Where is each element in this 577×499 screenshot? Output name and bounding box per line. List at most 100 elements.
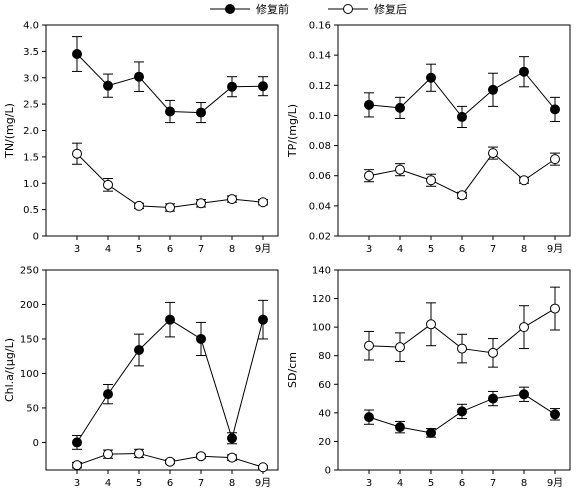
x-tick-label: 8: [229, 244, 235, 255]
legend-label-after: 修复后: [374, 2, 407, 16]
x-tick-label: 9月: [255, 477, 271, 489]
y-tick-label: 140: [312, 266, 331, 277]
y-tick-label: 200: [20, 300, 39, 311]
x-tick-label: 5: [428, 478, 434, 489]
y-tick-label: 2.5: [23, 100, 39, 111]
y-tick-label: 60: [318, 380, 331, 391]
x-tick-label: 4: [397, 244, 403, 255]
x-tick-label: 3: [74, 478, 80, 489]
y-tick-label: 0.16: [309, 21, 331, 32]
data-point-after: [519, 175, 529, 186]
data-point-after: [165, 202, 175, 213]
plot-frame: [337, 24, 571, 237]
data-point-before: [364, 99, 374, 110]
data-point-before: [72, 437, 82, 448]
data-point-before: [488, 393, 498, 404]
data-point-before: [426, 72, 436, 83]
data-point-before: [395, 102, 405, 113]
x-tick-label: 6: [459, 244, 465, 255]
legend-entry-before: 修复前: [210, 2, 289, 16]
y-tick-label: 0.14: [309, 51, 331, 62]
legend-marker-after: [343, 4, 353, 14]
data-point-before: [426, 427, 436, 438]
x-tick-label: 8: [521, 478, 527, 489]
y-axis-title: SD/cm: [286, 352, 299, 388]
data-point-after: [519, 322, 529, 333]
x-tick-label: 9月: [255, 243, 271, 255]
y-tick-label: 0.10: [309, 111, 331, 122]
data-point-after: [258, 462, 268, 473]
data-point-after: [457, 190, 467, 201]
x-tick-label: 4: [105, 478, 111, 489]
x-tick-label: 7: [198, 244, 204, 255]
data-point-after: [364, 340, 374, 351]
data-point-before: [196, 107, 206, 118]
y-tick-label: 250: [20, 266, 39, 277]
data-point-before: [103, 389, 113, 400]
panel-tp: 0.02 0.04 0.06 0.08 0.10 0.12 0.14 0.16 3 4 5 6 7 8 9月…: [286, 21, 571, 255]
panel-chla: 0 50 100 150 200 250 3 4 5 6 7 8 9月 Chl.a/(μg/L): [3, 266, 279, 489]
data-point-after: [134, 200, 144, 211]
data-point-after: [426, 319, 436, 330]
data-point-before: [134, 71, 144, 82]
x-tick-label: 6: [167, 244, 173, 255]
y-tick-label: 0.04: [309, 201, 331, 212]
y-tick-label: 0.08: [309, 141, 331, 152]
y-tick-label: 0: [33, 232, 39, 243]
series-line-after: [368, 152, 556, 196]
x-tick-label: 9月: [547, 243, 563, 255]
x-tick-label: 8: [521, 244, 527, 255]
data-point-before: [488, 84, 498, 95]
data-point-before: [165, 106, 175, 117]
data-point-before: [364, 412, 374, 423]
data-point-after: [488, 148, 498, 159]
data-point-after: [165, 456, 175, 467]
x-tick-label: 6: [167, 478, 173, 489]
data-point-before: [258, 314, 268, 325]
data-point-before: [395, 422, 405, 433]
y-tick-label: 50: [26, 403, 39, 414]
data-point-before: [519, 66, 529, 77]
plot-frame: [337, 269, 571, 471]
data-point-before: [258, 81, 268, 92]
y-tick-label: 1.5: [23, 152, 39, 163]
x-tick-label: 3: [74, 244, 80, 255]
x-tick-label: 7: [490, 244, 496, 255]
data-point-before: [196, 333, 206, 344]
x-tick-label: 6: [459, 478, 465, 489]
data-point-after: [488, 347, 498, 358]
data-point-after: [395, 342, 405, 353]
legend-marker-before: [225, 4, 235, 14]
data-point-after: [457, 343, 467, 354]
y-tick-label: 0.06: [309, 171, 331, 182]
y-tick-label: 100: [312, 323, 331, 334]
data-point-after: [227, 452, 237, 463]
plot-frame: [45, 269, 279, 471]
data-point-after: [227, 194, 237, 205]
data-point-after: [103, 449, 113, 460]
y-tick-label: 100: [20, 369, 39, 380]
data-point-before: [165, 314, 175, 325]
data-point-after: [395, 164, 405, 175]
data-point-before: [457, 406, 467, 417]
x-tick-label: 3: [366, 478, 372, 489]
x-tick-label: 3: [366, 244, 372, 255]
x-tick-label: 5: [136, 244, 142, 255]
x-tick-label: 7: [198, 478, 204, 489]
x-tick-label: 9月: [547, 477, 563, 489]
y-tick-label: 0: [325, 466, 331, 477]
data-point-after: [103, 179, 113, 190]
y-axis-title: Chl.a/(μg/L): [3, 338, 16, 402]
y-tick-label: 80: [318, 351, 331, 362]
x-tick-label: 8: [229, 478, 235, 489]
data-point-before: [457, 111, 467, 122]
data-point-before: [134, 345, 144, 355]
data-point-before: [227, 433, 237, 444]
data-point-after: [196, 451, 206, 462]
data-point-after: [134, 448, 144, 459]
data-point-before: [72, 49, 82, 60]
series-line-before: [76, 319, 264, 443]
data-point-before: [103, 80, 113, 91]
y-tick-label: 0.02: [309, 232, 331, 243]
